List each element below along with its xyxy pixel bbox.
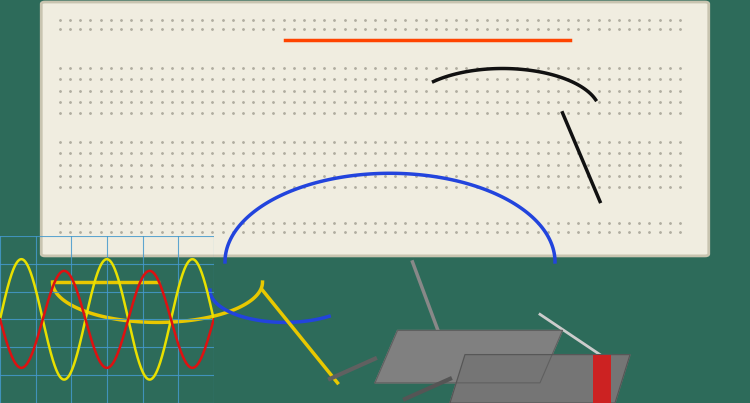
FancyBboxPatch shape	[41, 2, 709, 256]
Polygon shape	[450, 355, 630, 403]
Polygon shape	[375, 330, 562, 383]
Bar	[592, 355, 611, 403]
